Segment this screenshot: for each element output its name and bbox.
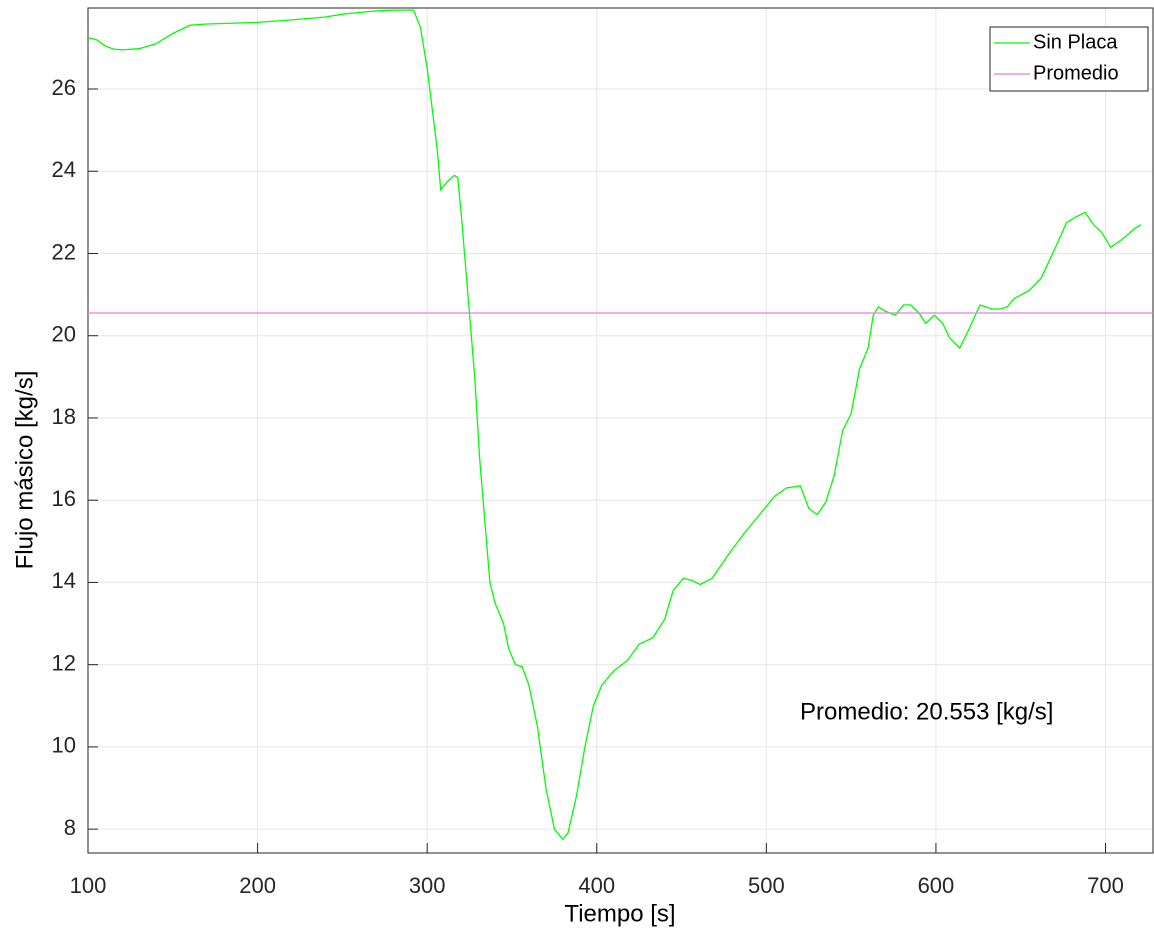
x-axis-label: Tiempo [s] xyxy=(564,900,675,927)
y-axis-label: Flujo másico [kg/s] xyxy=(11,371,38,570)
y-tick-label: 16 xyxy=(52,486,76,511)
y-tick-label: 18 xyxy=(52,404,76,429)
legend-label: Promedio xyxy=(1033,62,1119,84)
plot-area xyxy=(88,8,1153,853)
x-tick-label: 500 xyxy=(748,873,785,898)
axes-box xyxy=(87,7,1154,854)
x-tick-label: 300 xyxy=(409,873,446,898)
x-tick-label: 400 xyxy=(578,873,615,898)
annotation: Promedio: 20.553 [kg/s] xyxy=(800,698,1053,725)
y-tick-label: 26 xyxy=(52,75,76,100)
x-tick-label: 700 xyxy=(1087,873,1124,898)
series-line xyxy=(87,9,1142,841)
legend-label: Sin Placa xyxy=(1033,31,1118,53)
y-tick-label: 8 xyxy=(64,815,76,840)
y-tick-label: 10 xyxy=(52,733,76,758)
y-tick-label: 22 xyxy=(52,239,76,264)
x-tick-label: 100 xyxy=(70,873,107,898)
y-tick-label: 12 xyxy=(52,650,76,675)
y-tick-label: 20 xyxy=(52,322,76,347)
y-tick-label: 24 xyxy=(52,157,76,182)
x-tick-label: 200 xyxy=(239,873,276,898)
x-tick-label: 600 xyxy=(918,873,955,898)
y-tick-label: 14 xyxy=(52,568,76,593)
legend-box xyxy=(989,26,1149,92)
